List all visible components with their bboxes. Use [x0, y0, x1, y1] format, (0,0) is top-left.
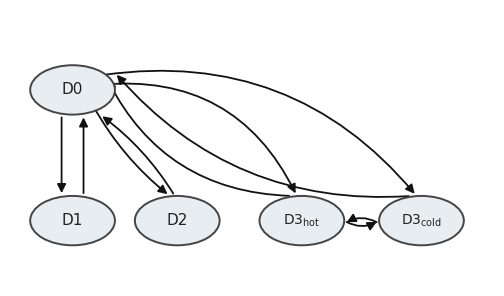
Circle shape: [379, 196, 464, 245]
Circle shape: [260, 196, 344, 245]
Text: $\mathrm{D3}_{\mathrm{hot}}$: $\mathrm{D3}_{\mathrm{hot}}$: [283, 213, 321, 229]
Text: D1: D1: [62, 213, 83, 228]
Text: $\mathrm{D3}_{\mathrm{cold}}$: $\mathrm{D3}_{\mathrm{cold}}$: [401, 213, 442, 229]
Text: D0: D0: [62, 82, 83, 97]
Circle shape: [30, 65, 115, 115]
Text: D2: D2: [166, 213, 188, 228]
Circle shape: [135, 196, 220, 245]
Circle shape: [30, 196, 115, 245]
